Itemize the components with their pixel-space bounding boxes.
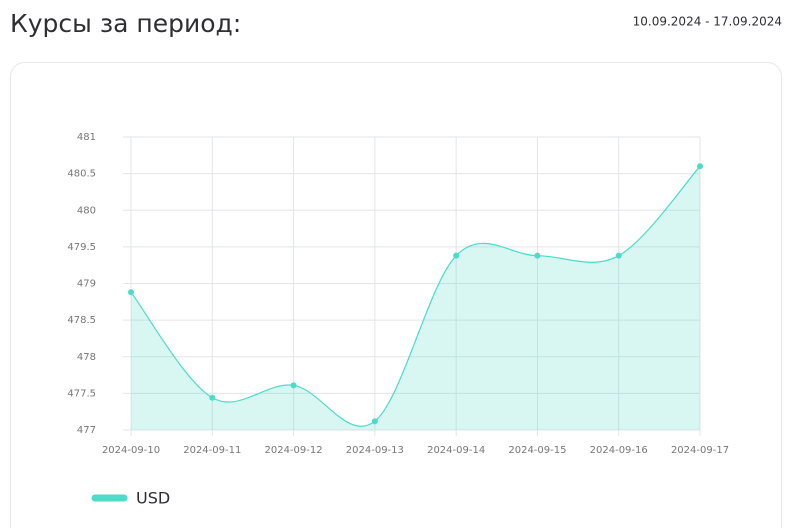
y-tick-label: 480.5 (67, 169, 96, 180)
point (371, 418, 378, 425)
point (453, 252, 460, 259)
card (10, 62, 782, 532)
y-tick-label: 477.5 (67, 388, 96, 399)
y-tick-label: 479 (77, 279, 96, 290)
point (697, 163, 703, 170)
y-tick-label: 478 (77, 352, 96, 363)
x-tick-label: 2024-09-10 (102, 445, 160, 456)
point (128, 289, 134, 296)
x-tick-label: 2024-09-16 (590, 445, 648, 456)
x-tick-label: 2024-09-12 (265, 445, 323, 456)
x-tick-label: 2024-09-17 (671, 445, 729, 456)
point (290, 382, 297, 389)
x-tick-label: 2024-09-11 (183, 445, 241, 456)
x-tick-label: 2024-09-13 (346, 445, 404, 456)
point (534, 252, 541, 259)
area (131, 166, 700, 431)
y-tick-label: 478.5 (67, 315, 96, 326)
x-tick-label: 2024-09-15 (508, 445, 566, 456)
y-tick-label: 481 (77, 132, 96, 143)
chart-title: Курсы за период: (10, 9, 241, 38)
point (615, 252, 622, 259)
legend-label: USD (136, 489, 170, 508)
x-tick-label: 2024-09-14 (427, 445, 485, 456)
date-range: 10.09.2024 - 17.09.2024 (633, 15, 782, 29)
y-tick-label: 479.5 (67, 242, 96, 253)
point (209, 394, 216, 401)
y-tick-label: 480 (77, 205, 96, 216)
line (130, 165, 701, 427)
y-tick-label: 477 (77, 425, 96, 436)
